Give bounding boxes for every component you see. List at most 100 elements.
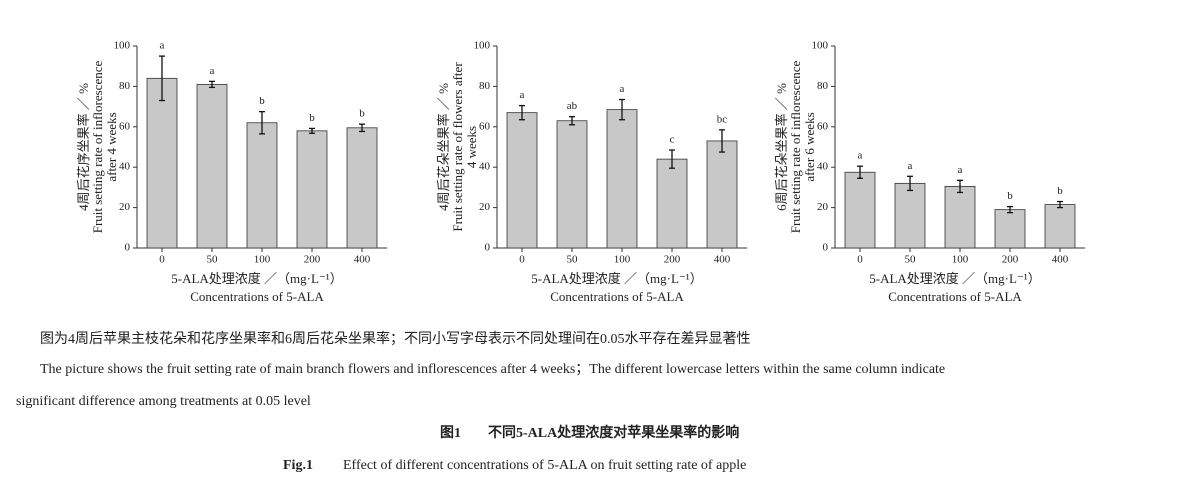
significance-letter: b: [359, 108, 365, 120]
x-tick-label: 400: [714, 254, 731, 266]
significance-letter: a: [958, 164, 963, 176]
bar: [246, 122, 278, 249]
bar: [196, 83, 228, 249]
bar: [1044, 204, 1076, 249]
fig-label-cn: 图1: [440, 425, 461, 441]
y-tick-label: 60: [119, 120, 131, 132]
y-tick-label: 100: [474, 40, 491, 52]
x-axis-label: 5-ALA处理浓度 ／（mg·L⁻¹）: [531, 271, 702, 286]
x-tick-label: 400: [1052, 254, 1069, 266]
y-axis-label: 4周后花朵坐果率 ／ %: [436, 83, 451, 211]
error-bar: [719, 129, 725, 153]
title-en: Effect of different concentrations of 5-…: [343, 458, 746, 473]
x-tick-label: 200: [664, 254, 681, 266]
error-bar: [1007, 205, 1013, 214]
x-axis-label: 5-ALA处理浓度 ／（mg·L⁻¹）: [171, 271, 342, 286]
y-tick-label: 80: [817, 80, 829, 92]
significance-letter: a: [210, 65, 215, 77]
chart: 0 20 40 60 80 100 4周后花朵坐果率 ／ % Fruit setting ra…: [436, 40, 747, 304]
x-tick-label: 50: [207, 254, 219, 266]
bar: [944, 185, 976, 249]
y-axis-label: 6周后花朵坐果率 ／ %: [774, 83, 789, 211]
x-axis-label: 5-ALA处理浓度 ／（mg·L⁻¹）: [869, 271, 1040, 286]
y-axis-label: after 4 weeks: [104, 112, 119, 181]
y-tick-label: 0: [125, 242, 131, 254]
error-bar: [569, 116, 575, 126]
error-bar: [309, 127, 315, 134]
significance-letter: a: [520, 89, 525, 101]
bar: [706, 140, 738, 249]
bar: [296, 130, 328, 249]
y-axis-label: after 6 weeks: [802, 112, 817, 181]
y-tick-label: 40: [119, 161, 131, 173]
x-tick-label: 200: [1002, 254, 1019, 266]
note-en: The picture shows the fruit setting rate…: [40, 362, 945, 377]
y-tick-label: 40: [817, 161, 829, 173]
error-bar: [159, 55, 165, 102]
x-tick-label: 50: [905, 254, 917, 266]
y-tick-label: 20: [817, 201, 829, 213]
y-tick-label: 60: [479, 120, 491, 132]
y-tick-label: 0: [485, 242, 491, 254]
error-bar: [669, 149, 675, 169]
error-bar: [907, 175, 913, 192]
x-axis-label: Concentrations of 5-ALA: [888, 289, 1022, 304]
y-tick-label: 80: [479, 80, 491, 92]
y-axis-label: 4周后花序坐果率 ／ %: [76, 83, 91, 211]
note-en: significant difference among treatments …: [16, 394, 311, 409]
y-axis-label: Fruit setting rate of flowers after: [450, 62, 465, 232]
chart: 0 20 40 60 80 100 6周后花朵坐果率 ／ % Fruit setting ra…: [774, 40, 1085, 304]
x-tick-label: 50: [567, 254, 579, 266]
bar: [994, 209, 1026, 249]
x-tick-label: 0: [519, 254, 525, 266]
x-tick-label: 100: [952, 254, 969, 266]
y-tick-label: 100: [812, 40, 829, 52]
significance-letter: b: [1057, 185, 1063, 197]
error-bar: [857, 165, 863, 179]
significance-letter: a: [858, 150, 863, 162]
y-tick-label: 100: [114, 40, 131, 52]
significance-letter: ab: [567, 100, 578, 112]
y-axis-label: 4 weeks: [464, 126, 479, 168]
title-cn: 不同5-ALA处理浓度对苹果坐果率的影响: [488, 424, 739, 441]
note-cn: 图为4周后苹果主枝花朵和花序坐果率和6周后花朵坐果率；不同小写字母表示不同处理间…: [40, 330, 751, 347]
bar: [146, 77, 178, 249]
significance-letter: b: [259, 95, 265, 107]
y-axis-label: Fruit setting rate of inflorescence: [788, 61, 803, 234]
bar: [346, 127, 378, 249]
error-bar: [1057, 200, 1063, 209]
error-bar: [359, 123, 365, 133]
x-tick-label: 0: [159, 254, 165, 266]
bar: [844, 171, 876, 249]
error-bar: [259, 111, 265, 135]
y-axis-label: Fruit setting rate of inflorescence: [90, 61, 105, 234]
significance-letter: a: [620, 83, 625, 95]
significance-letter: c: [670, 134, 675, 146]
y-tick-label: 20: [479, 201, 491, 213]
bar: [894, 182, 926, 249]
error-bar: [519, 104, 525, 121]
error-bar: [619, 98, 625, 121]
bar: [656, 158, 688, 249]
y-tick-label: 60: [817, 120, 829, 132]
y-tick-label: 40: [479, 161, 491, 173]
significance-letter: a: [160, 40, 165, 52]
y-tick-label: 0: [823, 242, 829, 254]
chart: 0 20 40 60 80 100 4周后花序坐果率 ／ % Fruit setting ra…: [76, 40, 387, 304]
significance-letter: b: [1007, 190, 1013, 202]
error-bar: [209, 80, 215, 89]
x-tick-label: 100: [254, 254, 271, 266]
bar: [606, 109, 638, 249]
fig-label-en: Fig.1: [283, 458, 313, 473]
x-tick-label: 400: [354, 254, 371, 266]
significance-letter: a: [908, 160, 913, 172]
x-axis-label: Concentrations of 5-ALA: [190, 289, 324, 304]
x-tick-label: 200: [304, 254, 321, 266]
x-tick-label: 0: [857, 254, 863, 266]
significance-letter: bc: [717, 113, 728, 125]
x-tick-label: 100: [614, 254, 631, 266]
x-axis-label: Concentrations of 5-ALA: [550, 289, 684, 304]
y-tick-label: 80: [119, 80, 131, 92]
bar: [556, 120, 588, 249]
